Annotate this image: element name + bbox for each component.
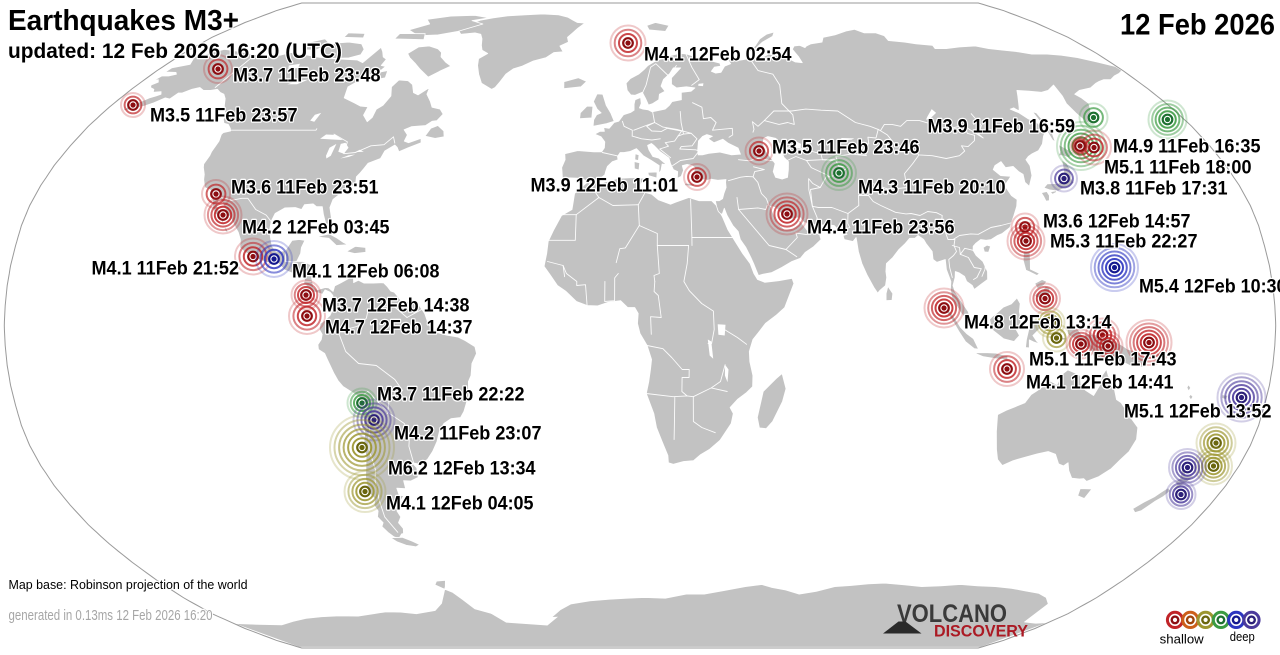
svg-text:M3.7 11Feb 23:48: M3.7 11Feb 23:48	[233, 66, 381, 87]
svg-text:M5.1 12Feb 13:52: M5.1 12Feb 13:52	[1124, 402, 1272, 423]
svg-text:12 Feb 2026: 12 Feb 2026	[1120, 9, 1275, 42]
svg-text:M4.7 12Feb 14:37: M4.7 12Feb 14:37	[325, 318, 473, 339]
svg-text:M3.7 12Feb 14:38: M3.7 12Feb 14:38	[322, 296, 470, 317]
svg-text:M6.2 12Feb 13:34: M6.2 12Feb 13:34	[388, 459, 536, 480]
svg-text:M3.5 11Feb 23:46: M3.5 11Feb 23:46	[772, 138, 920, 159]
svg-text:M5.4 12Feb 10:30: M5.4 12Feb 10:30	[1139, 277, 1280, 298]
svg-text:M3.9 12Feb 11:01: M3.9 12Feb 11:01	[531, 176, 679, 197]
svg-text:M4.4 11Feb 23:56: M4.4 11Feb 23:56	[807, 218, 955, 239]
svg-text:Earthquakes M3+: Earthquakes M3+	[8, 5, 239, 37]
svg-text:VOLCANO: VOLCANO	[897, 600, 1007, 628]
svg-text:M4.9 11Feb 16:35: M4.9 11Feb 16:35	[1113, 137, 1261, 158]
svg-text:M4.1 12Feb 06:08: M4.1 12Feb 06:08	[292, 262, 440, 283]
svg-text:M4.1 12Feb 04:05: M4.1 12Feb 04:05	[386, 494, 534, 515]
svg-text:Map base: Robinson projection: Map base: Robinson projection of the wor…	[9, 577, 248, 592]
svg-text:M3.6 11Feb 23:51: M3.6 11Feb 23:51	[231, 178, 379, 199]
svg-text:M3.8 11Feb 17:31: M3.8 11Feb 17:31	[1080, 179, 1228, 200]
svg-text:M5.1 11Feb 18:00: M5.1 11Feb 18:00	[1104, 158, 1252, 179]
svg-text:M4.1 11Feb 21:52: M4.1 11Feb 21:52	[92, 259, 240, 280]
svg-text:M4.2 11Feb 23:07: M4.2 11Feb 23:07	[394, 424, 542, 445]
svg-text:M4.1 12Feb 02:54: M4.1 12Feb 02:54	[644, 45, 792, 66]
svg-text:M5.3 11Feb 22:27: M5.3 11Feb 22:27	[1050, 232, 1198, 253]
svg-text:M3.7 11Feb 22:22: M3.7 11Feb 22:22	[377, 385, 525, 406]
svg-text:M4.8 12Feb 13:14: M4.8 12Feb 13:14	[964, 313, 1112, 334]
svg-text:shallow: shallow	[1160, 631, 1205, 646]
svg-text:M4.1 12Feb 14:41: M4.1 12Feb 14:41	[1026, 373, 1174, 394]
svg-text:M3.6 12Feb 14:57: M3.6 12Feb 14:57	[1043, 212, 1191, 233]
svg-text:updated: 12 Feb 2026 16:20 (UT: updated: 12 Feb 2026 16:20 (UTC)	[8, 39, 342, 63]
svg-text:DISCOVERY: DISCOVERY	[934, 623, 1028, 641]
svg-text:deep: deep	[1230, 629, 1255, 644]
svg-text:M5.1 11Feb 17:43: M5.1 11Feb 17:43	[1029, 350, 1177, 371]
svg-text:M4.2 12Feb 03:45: M4.2 12Feb 03:45	[242, 218, 390, 239]
svg-text:generated in 0.13ms 12 Feb 202: generated in 0.13ms 12 Feb 2026 16:20	[9, 608, 213, 624]
svg-text:M3.9 11Feb 16:59: M3.9 11Feb 16:59	[928, 117, 1076, 138]
svg-text:M4.3 11Feb 20:10: M4.3 11Feb 20:10	[858, 178, 1006, 199]
svg-text:M3.5 11Feb 23:57: M3.5 11Feb 23:57	[150, 106, 298, 127]
